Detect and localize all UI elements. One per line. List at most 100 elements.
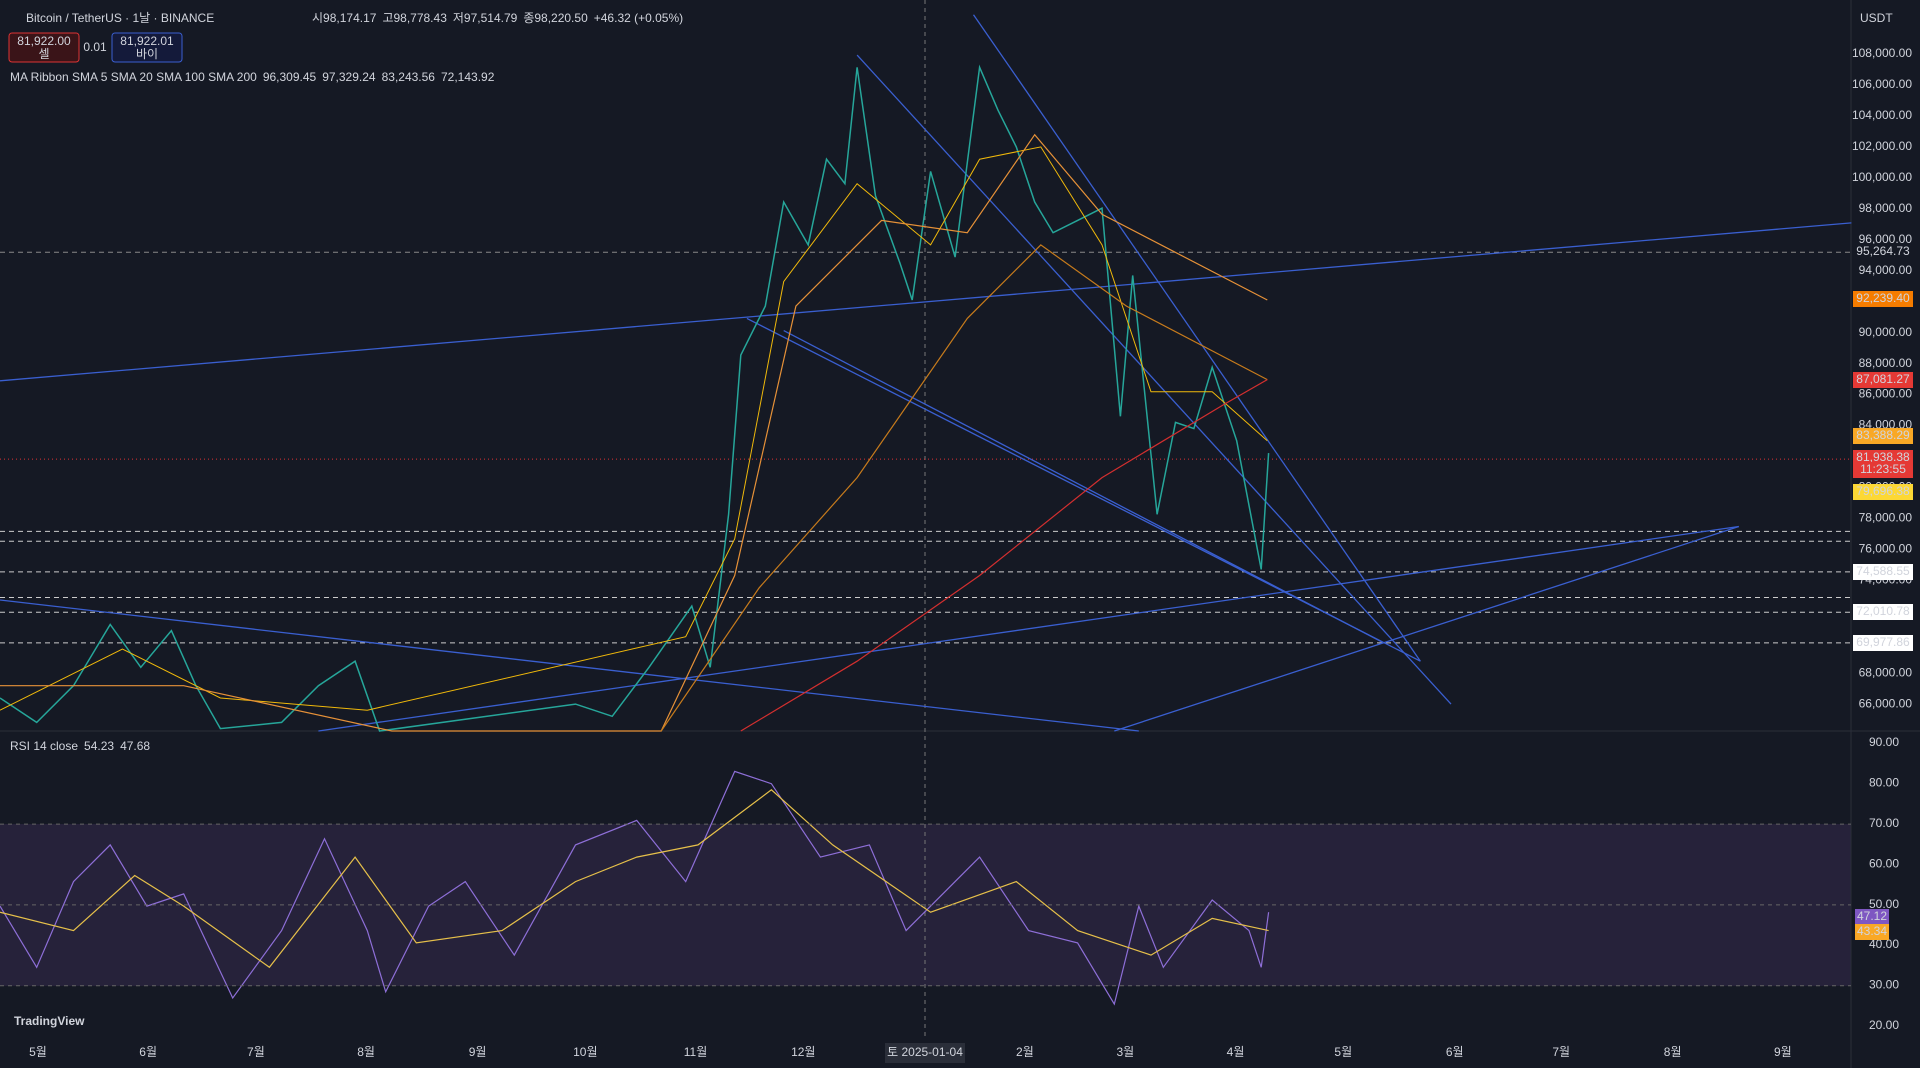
rsi-axis-label: 90.00 (1869, 735, 1899, 749)
ma-mid (0, 133, 1268, 732)
sell-label: 셀 (38, 47, 49, 61)
price-axis-label: 102,000.00 (1852, 139, 1912, 153)
price-tag: 69,977.86 (1856, 635, 1910, 649)
buy-price: 81,922.01 (120, 34, 174, 48)
rsi-axis-label: 60.00 (1869, 856, 1899, 870)
time-axis-label: 5월 (1334, 1045, 1352, 1059)
price-axis-label: 104,000.00 (1852, 108, 1912, 122)
time-axis-label: 2월 (1016, 1045, 1034, 1059)
price-axis-label: 94,000.00 (1859, 263, 1913, 277)
rsi-tag-bg (1855, 909, 1889, 925)
ma-100 (660, 244, 1268, 732)
trend-line (0, 222, 1852, 382)
price-tag-bg (1853, 291, 1913, 307)
sell-button[interactable] (8, 32, 80, 63)
price-line (0, 64, 1270, 732)
ma-value: 83,243.56 (382, 70, 436, 84)
rsi-axis-label: 80.00 (1869, 776, 1899, 790)
price-tag-bg (1853, 428, 1913, 444)
rsi-line (0, 770, 1270, 1006)
currency[interactable]: USDT (1860, 11, 1893, 25)
time-axis-label: 7월 (247, 1045, 265, 1059)
rsi-name: RSI 14 close (10, 739, 78, 753)
spread: 0.01 (83, 40, 107, 54)
price-axis-label: 88,000.00 (1859, 356, 1913, 370)
buy-label: 바이 (136, 47, 158, 61)
price-tag-bg (1853, 604, 1913, 620)
price-axis-label: 86,000.00 (1859, 387, 1913, 401)
time-axis-label: 10월 (573, 1045, 597, 1059)
ma-value: 72,143.92 (441, 70, 495, 84)
time-axis-label: 12월 (791, 1045, 815, 1059)
time-axis-label: 9월 (1774, 1045, 1792, 1059)
price-tag: 95,264.73 (1856, 244, 1910, 258)
price-axis-label: 108,000.00 (1852, 46, 1912, 60)
ohlc-value: 종98,220.50 (523, 11, 588, 25)
rsi-tag-bg (1855, 924, 1889, 940)
rsi-value: 54.23 (84, 739, 114, 753)
time-axis-label: 8월 (1664, 1045, 1682, 1059)
rsi-ma (0, 789, 1269, 969)
price-axis-label: 98,000.00 (1859, 201, 1913, 215)
trend-line (318, 525, 1739, 732)
price-tag-bg (1853, 484, 1913, 500)
trend-line (1114, 525, 1740, 732)
symbol: Bitcoin / TetherUS · 1날 · BINANCE (26, 11, 214, 25)
price-tag: 87,081.27 (1856, 372, 1910, 386)
time-axis-label: 5월 (29, 1045, 47, 1059)
price-tag: 74,588.55 (1856, 564, 1910, 578)
rsi-value: 47.68 (120, 739, 150, 753)
rsi-axis-label: 70.00 (1869, 816, 1899, 830)
buy-button[interactable] (111, 32, 183, 63)
price-tag: 11:23:55 (1860, 462, 1906, 476)
time-axis-label: 6월 (139, 1045, 157, 1059)
price-axis-label: 106,000.00 (1852, 77, 1912, 91)
rsi-tag: 43.34 (1857, 924, 1887, 938)
price-tag-bg (1853, 564, 1913, 580)
crosshair-tag-bg (885, 1043, 965, 1063)
ma-200 (740, 379, 1268, 732)
ma-value: 97,329.24 (322, 70, 376, 84)
trend-line (856, 54, 1452, 705)
rsi-axis-label: 40.00 (1869, 937, 1899, 951)
price-tag: 79,696.38 (1856, 484, 1910, 498)
price-axis-label: 100,000.00 (1852, 170, 1912, 184)
price-tag-bg (1853, 244, 1913, 260)
price-tag: 92,239.40 (1856, 291, 1910, 305)
trend-line (783, 330, 1385, 644)
price-tag: 81,938.38 (1856, 450, 1910, 464)
ma-short (0, 146, 1268, 711)
time-axis-label: 7월 (1552, 1045, 1570, 1059)
ohlc-value: 고98,778.43 (382, 11, 447, 25)
crosshair-label: 토 2025-01-04 (887, 1045, 963, 1059)
price-axis-label: 68,000.00 (1859, 665, 1913, 679)
price-axis-label: 78,000.00 (1859, 511, 1913, 525)
rsi-axis-label: 20.00 (1869, 1018, 1899, 1032)
rsi-axis-label: 50.00 (1869, 897, 1899, 911)
ma-value: 96,309.45 (263, 70, 317, 84)
time-axis-label: 8월 (357, 1045, 375, 1059)
time-axis-label: 4월 (1227, 1045, 1245, 1059)
indicator-name: MA Ribbon SMA 5 SMA 20 SMA 100 SMA 200 (10, 70, 257, 84)
time-axis-label: 3월 (1116, 1045, 1134, 1059)
time-axis-label: 11월 (684, 1045, 708, 1059)
price-tag-bg (1853, 462, 1913, 478)
ohlc-value: 저97,514.79 (453, 11, 518, 25)
trend-line (0, 599, 1139, 732)
price-axis-label: 96,000.00 (1859, 232, 1913, 246)
price-tag: 83,388.29 (1856, 428, 1910, 442)
price-axis-label: 76,000.00 (1859, 542, 1913, 556)
ohlc-value: 시98,174.17 (312, 11, 377, 25)
time-axis-label: 9월 (469, 1045, 487, 1059)
price-tag-bg (1853, 372, 1913, 388)
price-tag-bg (1853, 635, 1913, 651)
logo: TradingView (14, 1014, 85, 1028)
rsi-axis-label: 30.00 (1869, 978, 1899, 992)
price-tag: 72,010.78 (1856, 604, 1910, 618)
time-axis-label: 6월 (1446, 1045, 1464, 1059)
price-axis-label: 90,000.00 (1859, 325, 1913, 339)
sell-price: 81,922.00 (17, 34, 71, 48)
rsi-tag: 47.12 (1857, 909, 1887, 923)
trend-line (972, 14, 1421, 662)
